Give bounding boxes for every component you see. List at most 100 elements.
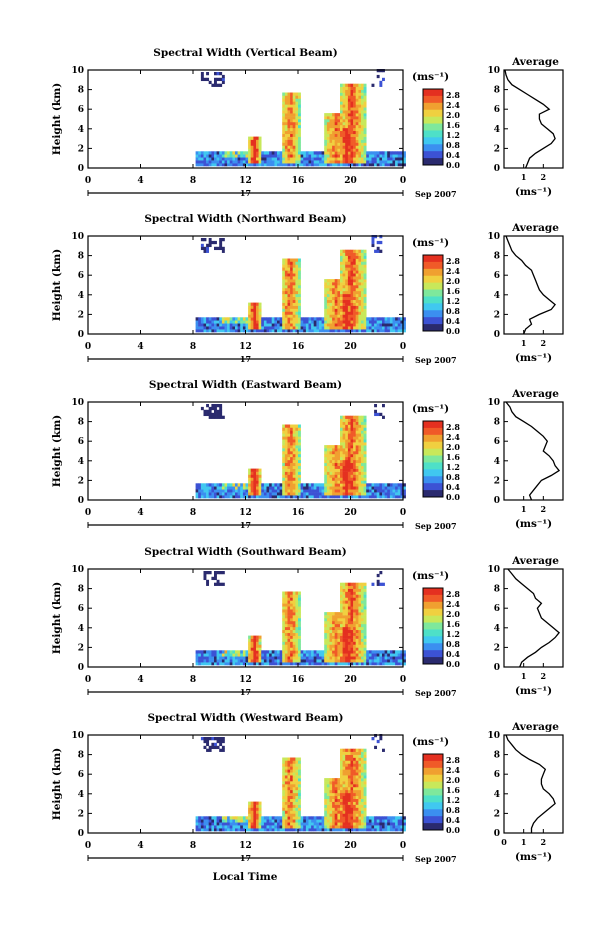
heatmap-cell — [224, 154, 228, 158]
heatmap-cell — [347, 653, 351, 657]
heatmap-cell — [358, 287, 362, 292]
heatmap-cell — [334, 778, 338, 782]
heatmap-cell — [337, 789, 341, 794]
heatmap-cell — [342, 151, 346, 155]
heatmap-cell — [240, 828, 244, 832]
heatmap-cell — [379, 656, 383, 660]
heatmap-cell — [284, 133, 288, 137]
heatmap-cell — [214, 163, 217, 167]
heatmap-cell — [332, 615, 336, 619]
heatmap-cell — [334, 445, 338, 449]
heatmap-cell — [350, 480, 354, 484]
heatmap-cell — [284, 302, 288, 306]
heatmap-cell — [295, 104, 299, 108]
heatmap-cell — [224, 329, 228, 333]
heatmap-cell — [342, 104, 346, 108]
heatmap-cell — [242, 483, 246, 487]
heatmap-cell — [340, 442, 343, 446]
heatmap-cell — [206, 409, 210, 414]
heatmap-cell — [361, 626, 364, 631]
heatmap-cell — [292, 763, 296, 767]
heatmap-cell — [292, 772, 296, 776]
heatmap-cell — [235, 489, 238, 493]
heatmap-cell — [355, 418, 359, 422]
heatmap-cell — [214, 326, 217, 330]
heatmap-cell — [321, 659, 325, 663]
heatmap-cell — [242, 323, 246, 327]
heatmap-cell — [361, 442, 364, 446]
heatmap-cell — [363, 822, 367, 826]
heatmap-cell — [245, 495, 249, 499]
heatmap-cell — [292, 282, 296, 286]
heatmap-cell — [358, 302, 362, 306]
heatmap-cell — [389, 329, 393, 333]
heatmap-cell — [287, 136, 291, 140]
heatmap-cell — [334, 656, 338, 660]
heatmap-cell — [329, 798, 333, 802]
heatmap-cell — [313, 151, 317, 155]
heatmap-cell — [292, 459, 296, 464]
heatmap-cell — [353, 145, 357, 149]
heatmap-cell — [284, 320, 288, 324]
heatmap-cell — [292, 456, 296, 461]
heatmap-cell — [326, 323, 330, 327]
heatmap-cell — [303, 163, 307, 167]
heatmap-cell — [271, 320, 275, 324]
heatmap-cell — [342, 157, 346, 161]
heatmap-cell — [345, 255, 349, 259]
heatmap-cell — [208, 483, 212, 487]
heatmap-cell — [334, 786, 338, 791]
heatmap-cell — [403, 659, 406, 663]
heatmap-cell — [287, 267, 291, 271]
heatmap-cell — [382, 483, 385, 487]
heatmap-cell — [347, 597, 351, 601]
heatmap-cell — [329, 154, 333, 158]
heatmap-cell — [355, 445, 359, 449]
heatmap-cell — [295, 763, 299, 767]
heatmap-cell — [353, 308, 357, 312]
heatmap-cell — [321, 495, 325, 499]
heatmap-cell — [221, 656, 225, 660]
heatmap-cell — [269, 822, 273, 826]
heatmap-cell — [400, 163, 404, 167]
heatmap-cell — [326, 816, 330, 820]
heatmap-cell — [242, 650, 246, 654]
colorbar-segment — [423, 303, 443, 311]
colorbar-segment — [423, 296, 443, 304]
heatmap-cell — [368, 822, 372, 826]
heatmap-cell — [350, 160, 354, 164]
heatmap-cell — [347, 110, 351, 114]
heatmap-cell — [366, 653, 370, 657]
heatmap-cell — [208, 160, 212, 164]
heatmap-cell — [290, 160, 294, 164]
heatmap-cell — [337, 329, 341, 333]
heatmap-cell — [250, 308, 254, 312]
heatmap-cell — [342, 626, 346, 631]
heatmap-cell — [355, 442, 359, 446]
heatmap-cell — [366, 157, 370, 161]
heatmap-cell — [237, 160, 241, 164]
heatmap-cell — [326, 151, 330, 155]
heatmap-cell — [287, 591, 291, 595]
heatmap-cell — [295, 95, 299, 99]
heatmap-cell — [298, 775, 301, 779]
heatmap-cell — [345, 465, 349, 469]
colorbar-tick-label: 2.0 — [446, 775, 460, 785]
heatmap-cell — [206, 243, 210, 248]
heatmap-cell — [374, 745, 378, 750]
heatmap-cell — [389, 819, 393, 823]
heatmap-cell — [342, 136, 346, 140]
heatmap-cell — [342, 154, 346, 158]
heatmap-cell — [242, 819, 246, 823]
heatmap-cell — [395, 486, 399, 490]
heatmap-cell — [353, 427, 357, 431]
heatmap-cell — [324, 142, 328, 146]
heatmap-cell — [345, 320, 349, 324]
heatmap-cell — [227, 489, 231, 493]
heatmap-cell — [371, 662, 375, 666]
heatmap-cell — [361, 612, 364, 616]
heatmap-cell — [337, 653, 341, 657]
heatmap-cell — [258, 142, 262, 146]
heatmap-cell — [290, 784, 294, 788]
y-tick-label: 10 — [71, 565, 84, 575]
